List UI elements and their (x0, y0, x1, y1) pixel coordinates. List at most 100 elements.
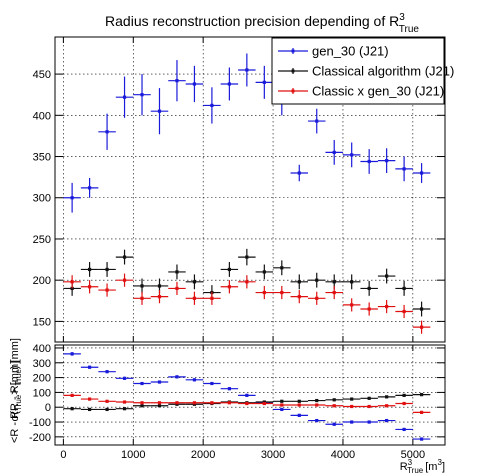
top-series-2-point-0 (70, 280, 74, 284)
bottom-y-axis-label: <R - RTrue> [mm] (9, 361, 23, 443)
x-axis-label-unit-sup: 3 (437, 458, 442, 467)
top-series-0-point-6 (175, 79, 179, 83)
top-series-0-point-10 (245, 68, 249, 72)
x-tick-label-2: 2000 (191, 449, 215, 461)
bot-series-2-point-8 (210, 401, 214, 405)
legend: gen_30 (J21) Classical algorithm (J21) Cla… (271, 37, 454, 105)
legend-swatch-point-2 (291, 89, 295, 93)
top-y-tick-label-4: 350 (33, 152, 51, 164)
top-series-2-point-9 (227, 285, 231, 289)
top-y-tick-label-3: 300 (33, 193, 51, 205)
top-series-1-point-2 (105, 267, 109, 272)
bot-series-0-point-4 (140, 381, 144, 386)
top-series-2-point-11 (262, 290, 266, 295)
bot-series-2-point-3 (122, 400, 127, 404)
bot-series-2-point-19 (402, 401, 406, 406)
bot-series-2-point-13 (297, 403, 301, 407)
top-series-2-point-14 (315, 296, 319, 300)
top-y-tick-label-0: 150 (33, 316, 51, 328)
top-y-ticks: 150 200 250 300 350 400 450 (33, 69, 51, 328)
bot-series-2-point-20 (419, 410, 424, 415)
bot-series-2-point-5 (157, 401, 162, 405)
top-series-1-point-6 (175, 270, 179, 274)
top-series-1-point-7 (192, 280, 197, 284)
top-series (63, 53, 431, 334)
legend-items: gen_30 (J21) Classical algorithm (J21) Cla… (278, 44, 454, 99)
bot-series-2-point-4 (140, 401, 144, 405)
bot-series-2-point-15 (332, 404, 336, 408)
x-tick-label-1: 1000 (121, 449, 145, 461)
top-series-2 (63, 273, 431, 334)
legend-label-1: Classical algorithm (J21) (312, 64, 454, 79)
bot-y-tick-label-4: 200 (33, 373, 51, 385)
x-axis-label-main: R (400, 461, 408, 473)
bot-series-1-point-16 (350, 397, 354, 401)
top-y-axis-label-tail: ) [mm] (9, 338, 21, 369)
top-y-axis-label-sub: True (14, 369, 23, 386)
bot-y-tick-label-3: 100 (33, 387, 51, 399)
bot-series-1-point-13 (297, 399, 301, 403)
bot-series-0-point-10 (245, 393, 249, 397)
top-series-1-point-1 (87, 267, 92, 272)
top-series-0-point-18 (385, 159, 389, 163)
top-series-2-point-8 (210, 296, 214, 300)
top-y-tick-label-1: 200 (33, 275, 51, 287)
top-series-2-point-20 (419, 325, 424, 329)
bot-series-0-point-13 (297, 413, 301, 417)
bot-series-0-point-17 (367, 420, 371, 424)
bot-series-1-point-15 (332, 398, 336, 402)
bot-y-tick-label-0: -200 (29, 432, 51, 444)
x-tick-label-0: 0 (60, 449, 66, 461)
top-series-2-point-5 (157, 295, 162, 299)
bottom-y-ticks: -200 -100 0 100 200 300 400 (29, 343, 51, 444)
legend-label-2: Classic x gen_30 (J21) (312, 84, 444, 99)
bot-series-2-point-10 (245, 401, 249, 406)
bot-y-tick-label-1: -100 (29, 417, 51, 429)
bot-series-0-point-20 (419, 437, 424, 441)
top-series-1-point-3 (122, 255, 127, 259)
bottom-panel: -200 -100 0 100 200 300 400 0 1000 2000 3000 4000 5… (9, 343, 446, 475)
top-series-0-point-17 (367, 159, 371, 164)
legend-swatch-point-0 (291, 49, 295, 53)
top-series-0-point-20 (419, 171, 424, 175)
bot-series-2-point-7 (192, 401, 197, 405)
top-series-0-point-19 (402, 167, 406, 171)
top-series-0-point-14 (315, 119, 319, 123)
bottom-grid (55, 345, 445, 445)
bot-series-0-point-19 (402, 427, 406, 432)
top-series-1-point-5 (157, 284, 162, 288)
bot-series-1-point-1 (87, 407, 92, 412)
legend-label-0: gen_30 (J21) (312, 44, 389, 59)
x-axis-label-sub: True (407, 466, 424, 475)
bottom-frame (54, 344, 446, 446)
bot-series-1-point-12 (280, 399, 284, 403)
top-series-2-point-15 (332, 290, 336, 295)
top-series-1-point-20 (419, 307, 424, 311)
chart-title-main: Radius reconstruction precision dependin… (105, 13, 399, 29)
bot-series-0-point-3 (122, 376, 127, 380)
bot-series-0-point-6 (175, 375, 179, 379)
legend-swatch-point-1 (291, 69, 295, 73)
bot-series-0 (63, 352, 431, 441)
x-tick-label-5: 5000 (401, 449, 425, 461)
bot-series-2-point-14 (315, 403, 319, 407)
top-series-0-point-9 (227, 82, 231, 86)
bot-series-0-point-2 (105, 370, 109, 374)
x-axis-label-end: ] (442, 461, 445, 473)
bot-series-0-point-8 (210, 381, 214, 386)
top-series-0-point-8 (210, 103, 214, 108)
bot-series-0-point-14 (315, 418, 319, 423)
chart-title: Radius reconstruction precision dependin… (105, 12, 419, 35)
top-series-2-point-3 (122, 278, 127, 282)
top-series-2-point-12 (280, 290, 284, 295)
top-y-axis-label: σ(R - RTrue) [mm] (9, 338, 23, 421)
bot-series-0-point-9 (227, 387, 231, 391)
bottom-x-ticks: 0 1000 2000 3000 4000 5000 (60, 449, 425, 461)
top-series-0-point-13 (297, 171, 301, 175)
bot-series-0-point-18 (385, 418, 389, 423)
bot-series-1-point-4 (140, 404, 144, 408)
top-series-2-point-6 (175, 286, 179, 291)
top-series-0-point-1 (87, 186, 92, 190)
top-series-1-point-9 (227, 267, 231, 272)
bottom-series (63, 352, 431, 441)
